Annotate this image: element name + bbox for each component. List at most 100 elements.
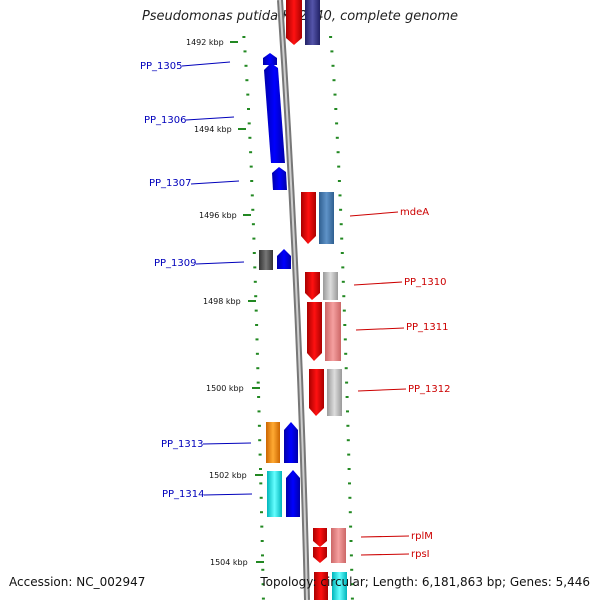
- tick-mark: [341, 266, 345, 269]
- tick-mark: [334, 108, 338, 110]
- tick-mark: [256, 367, 260, 370]
- tick-mark: [337, 180, 341, 182]
- gene-label-pp1310[interactable]: PP_1310: [404, 277, 447, 288]
- tick-mark: [330, 50, 334, 53]
- tick-mark: [346, 424, 350, 427]
- tick-mark: [261, 554, 264, 557]
- tick-mark: [258, 453, 262, 456]
- tick-mark: [254, 309, 258, 312]
- kbp-label: 1498 kbp: [203, 297, 241, 306]
- gene-label-pp1312[interactable]: PP_1312: [408, 384, 451, 395]
- gene-mdea[interactable]: [319, 192, 334, 244]
- tick-mark: [244, 64, 248, 67]
- tick-mark: [248, 136, 252, 139]
- gene-pp1308[interactable]: [259, 250, 273, 270]
- gene-pp1307[interactable]: [272, 167, 287, 190]
- tick-mark: [259, 482, 263, 485]
- tick-mark: [329, 36, 333, 38]
- tick-mark: [331, 64, 335, 67]
- gene-rpsi-red[interactable]: [313, 547, 327, 563]
- tick-mark: [249, 165, 253, 168]
- tick-mark: [350, 597, 354, 600]
- tick-mark: [253, 280, 257, 283]
- kbp-label: 1500 kbp: [206, 384, 244, 393]
- tick-mark: [339, 223, 343, 226]
- tick-mark: [343, 338, 347, 341]
- tick-mark: [340, 237, 344, 240]
- tick-mark: [342, 309, 346, 312]
- gene-label-pp1313[interactable]: PP_1313: [161, 439, 204, 450]
- tick-mark: [251, 208, 255, 211]
- left-strand-genes: [259, 53, 300, 517]
- gene-label-pp1305[interactable]: PP_1305: [140, 61, 183, 72]
- tick-mark: [260, 525, 264, 528]
- gene-pp1313[interactable]: [284, 422, 298, 463]
- tick-mark: [347, 453, 351, 456]
- gene-pp1311[interactable]: [325, 302, 341, 361]
- gene-label-pp1311[interactable]: PP_1311: [406, 322, 449, 333]
- tick-mark: [341, 280, 345, 283]
- tick-mark: [350, 583, 354, 586]
- gene-pp1312-red[interactable]: [309, 369, 324, 416]
- gene-top-navy[interactable]: [305, 0, 320, 45]
- gene-pp1310[interactable]: [323, 272, 338, 300]
- tick-mark: [256, 381, 260, 384]
- gene-label-rpsi[interactable]: rpsI: [411, 549, 430, 560]
- accession-text: Accession: NC_002947: [9, 575, 146, 589]
- tick-mark: [343, 324, 347, 326]
- gene-pp1305[interactable]: [263, 53, 277, 65]
- gene-pp1314[interactable]: [286, 470, 300, 517]
- gene-mdea-red[interactable]: [301, 192, 316, 244]
- tick-mark: [258, 439, 262, 442]
- gene-rpsi[interactable]: [331, 547, 346, 563]
- gene-top-red[interactable]: [286, 0, 302, 45]
- tick-mark: [252, 252, 256, 254]
- tick-mark: [255, 324, 259, 326]
- gene-pp1306[interactable]: [264, 63, 285, 163]
- kbp-label: 1494 kbp: [194, 125, 232, 134]
- gene-label-mdea[interactable]: mdeA: [400, 207, 429, 218]
- tick-mark: [340, 252, 344, 254]
- tick-mark: [344, 367, 348, 370]
- tick-mark: [348, 482, 351, 485]
- gene-rplm[interactable]: [331, 528, 346, 547]
- tick-mark: [257, 410, 261, 413]
- gene-pp1313a[interactable]: [266, 422, 280, 463]
- tick-mark: [349, 540, 353, 542]
- kbp-label: 1496 kbp: [199, 211, 237, 220]
- gene-label-pp1314[interactable]: PP_1314: [162, 489, 205, 500]
- kbp-label: 1504 kbp: [210, 558, 248, 567]
- tick-mark: [259, 496, 263, 499]
- gene-rplm-red[interactable]: [313, 528, 327, 547]
- tick-mark: [350, 568, 354, 571]
- gene-pp1310-red[interactable]: [305, 272, 320, 300]
- tick-mark: [260, 511, 263, 514]
- tick-mark: [257, 424, 261, 427]
- left-tick-track: [242, 36, 265, 600]
- tick-mark: [344, 352, 348, 355]
- tick-mark: [247, 108, 250, 110]
- tick-mark: [261, 583, 265, 586]
- gene-label-pp1309[interactable]: PP_1309: [154, 258, 197, 269]
- tick-mark: [348, 496, 352, 499]
- tick-mark: [242, 36, 246, 38]
- gene-pp1312[interactable]: [327, 369, 342, 416]
- gene-label-pp1306[interactable]: PP_1306: [144, 115, 187, 126]
- gene-bottom-cyan[interactable]: [332, 572, 347, 600]
- tick-mark: [257, 396, 261, 398]
- kbp-label: 1502 kbp: [209, 471, 247, 480]
- tick-mark: [342, 295, 346, 298]
- tick-mark: [337, 165, 341, 168]
- tick-mark: [254, 295, 258, 298]
- gene-pp1314a[interactable]: [267, 471, 282, 517]
- gene-bottom-red[interactable]: [314, 572, 328, 600]
- tick-mark: [251, 223, 255, 226]
- topology-text: Topology: circular; Length: 6,181,863 bp…: [260, 575, 590, 589]
- gene-label-rplm[interactable]: rplM: [411, 531, 433, 542]
- left-labels: PP_1305 PP_1306 PP_1307 PP_1309 PP_1313 …: [140, 61, 253, 500]
- tick-mark: [335, 136, 339, 139]
- right-strand-genes: [286, 0, 347, 600]
- gene-pp1309[interactable]: [277, 249, 291, 269]
- gene-label-pp1307[interactable]: PP_1307: [149, 178, 192, 189]
- gene-pp1311-red[interactable]: [307, 302, 322, 361]
